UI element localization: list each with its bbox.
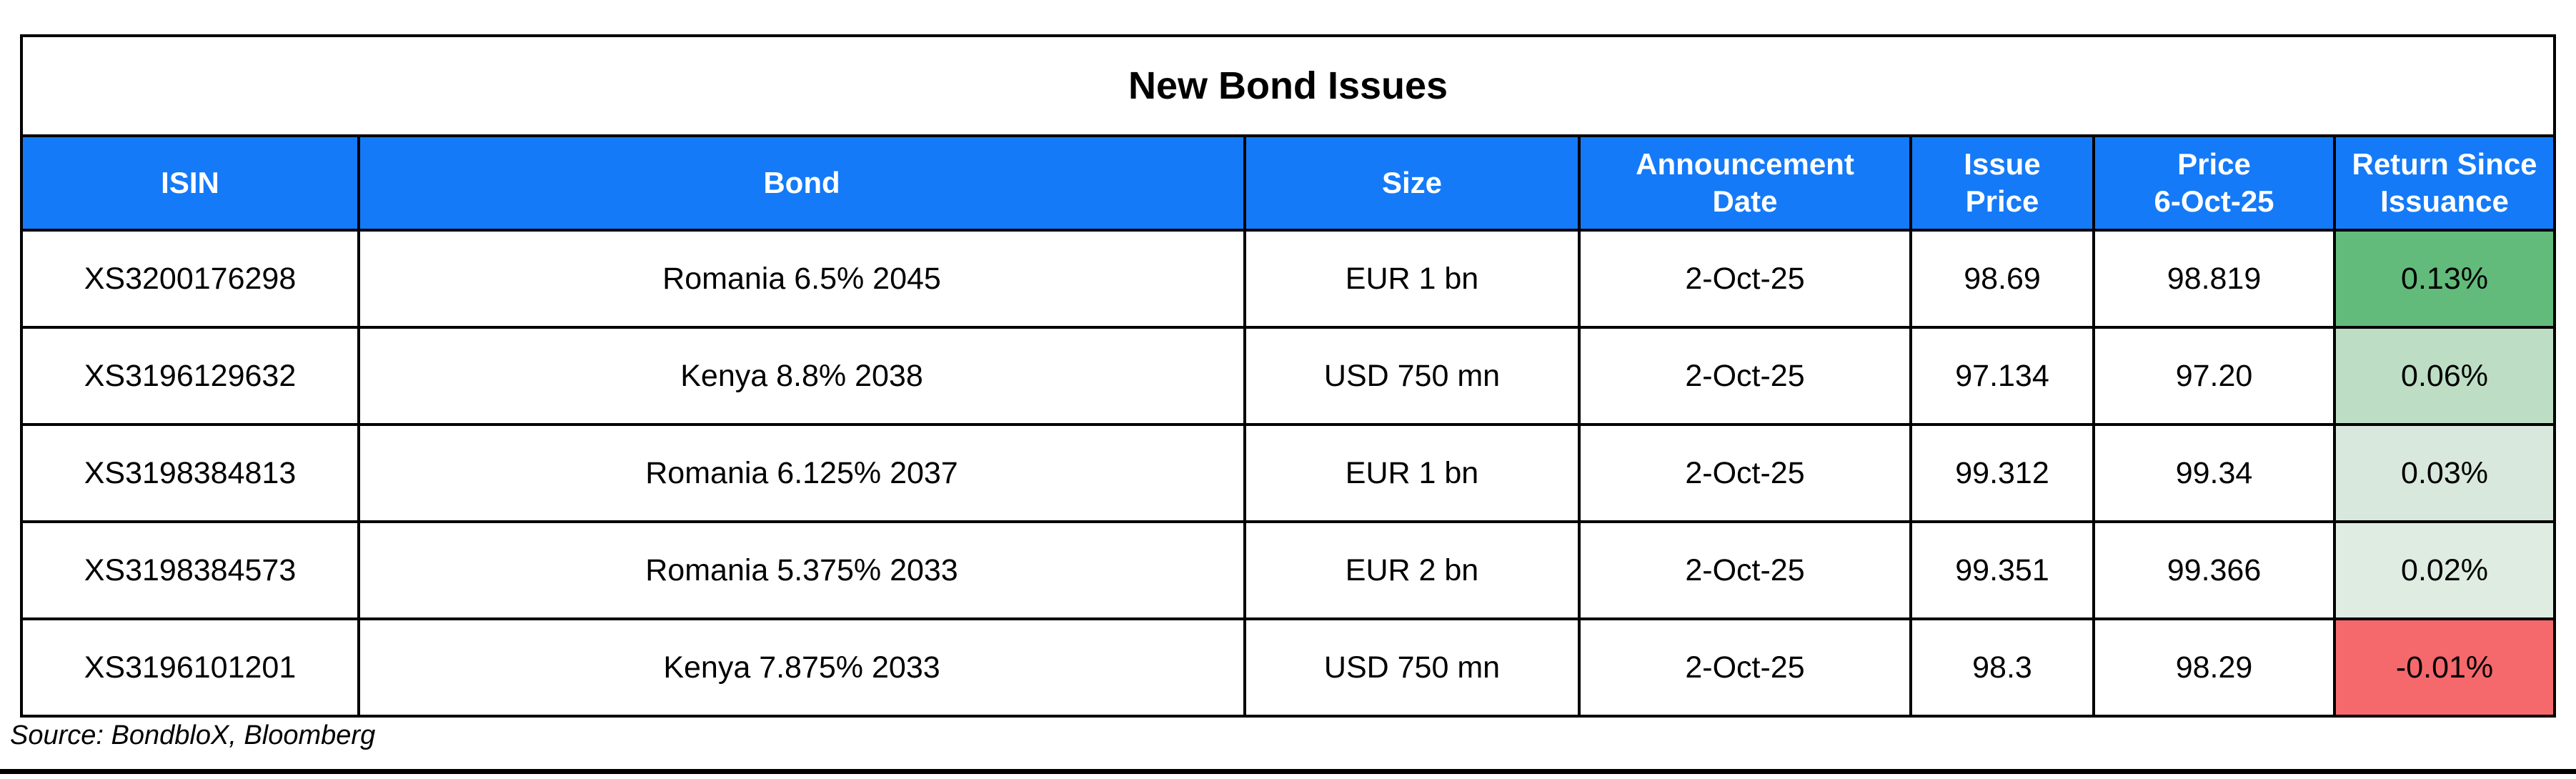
cell-price: 98.819 bbox=[2092, 229, 2336, 329]
table-row: XS3198384813 Romania 6.125% 2037 EUR 1 b… bbox=[20, 423, 2557, 523]
cell-issue-price: 99.312 bbox=[1909, 423, 2095, 523]
table-row: XS3198384573 Romania 5.375% 2033 EUR 2 b… bbox=[20, 520, 2557, 620]
header-cell-isin: ISIN bbox=[20, 134, 360, 232]
cell-price: 99.34 bbox=[2092, 423, 2336, 523]
cell-size: USD 750 mn bbox=[1243, 326, 1581, 426]
header-cell-issue-price: Issue Price bbox=[1909, 134, 2095, 232]
cell-isin: XS3198384573 bbox=[20, 520, 360, 620]
new-bond-issues-table: New Bond Issues ISIN Bond Size Announcem… bbox=[19, 34, 2557, 718]
table-row: XS3200176298 Romania 6.5% 2045 EUR 1 bn … bbox=[20, 229, 2557, 329]
cell-return-since-issuance: 0.06% bbox=[2332, 326, 2557, 426]
cell-issue-price: 99.351 bbox=[1909, 520, 2095, 620]
cell-announcement-date: 2-Oct-25 bbox=[1578, 326, 1912, 426]
cell-issue-price: 98.3 bbox=[1909, 617, 2095, 718]
cell-size: EUR 2 bn bbox=[1243, 520, 1581, 620]
header-cell-price: Price 6-Oct-25 bbox=[2092, 134, 2336, 232]
header-cell-return-since-issuance: Return Since Issuance bbox=[2332, 134, 2557, 232]
cell-bond: Kenya 8.8% 2038 bbox=[357, 326, 1246, 426]
cell-price: 99.366 bbox=[2092, 520, 2336, 620]
cell-bond: Romania 6.5% 2045 bbox=[357, 229, 1246, 329]
cell-announcement-date: 2-Oct-25 bbox=[1578, 423, 1912, 523]
table-title-row: New Bond Issues bbox=[19, 34, 2557, 137]
cell-price: 98.29 bbox=[2092, 617, 2336, 718]
cell-size: USD 750 mn bbox=[1243, 617, 1581, 718]
cell-return-since-issuance: -0.01% bbox=[2332, 617, 2557, 718]
header-cell-bond: Bond bbox=[357, 134, 1246, 232]
header-cell-announcement-date: Announcement Date bbox=[1578, 134, 1912, 232]
cell-isin: XS3196129632 bbox=[20, 326, 360, 426]
cell-issue-price: 98.69 bbox=[1909, 229, 2095, 329]
cell-bond: Romania 6.125% 2037 bbox=[357, 423, 1246, 523]
table-row: XS3196129632 Kenya 8.8% 2038 USD 750 mn … bbox=[20, 326, 2557, 426]
cell-isin: XS3196101201 bbox=[20, 617, 360, 718]
cell-announcement-date: 2-Oct-25 bbox=[1578, 229, 1912, 329]
table-title: New Bond Issues bbox=[19, 34, 2557, 137]
cell-isin: XS3200176298 bbox=[20, 229, 360, 329]
cell-size: EUR 1 bn bbox=[1243, 229, 1581, 329]
source-attribution: Source: BondbloX, Bloomberg bbox=[10, 720, 376, 750]
table-header-row: ISIN Bond Size Announcement Date Issue P… bbox=[20, 134, 2557, 232]
header-cell-size: Size bbox=[1243, 134, 1581, 232]
cell-announcement-date: 2-Oct-25 bbox=[1578, 617, 1912, 718]
cell-bond: Kenya 7.875% 2033 bbox=[357, 617, 1246, 718]
cell-return-since-issuance: 0.13% bbox=[2332, 229, 2557, 329]
cell-size: EUR 1 bn bbox=[1243, 423, 1581, 523]
cell-price: 97.20 bbox=[2092, 326, 2336, 426]
bottom-divider bbox=[0, 769, 2576, 774]
cell-bond: Romania 5.375% 2033 bbox=[357, 520, 1246, 620]
cell-announcement-date: 2-Oct-25 bbox=[1578, 520, 1912, 620]
cell-isin: XS3198384813 bbox=[20, 423, 360, 523]
table-row: XS3196101201 Kenya 7.875% 2033 USD 750 m… bbox=[20, 617, 2557, 718]
cell-return-since-issuance: 0.03% bbox=[2332, 423, 2557, 523]
cell-issue-price: 97.134 bbox=[1909, 326, 2095, 426]
cell-return-since-issuance: 0.02% bbox=[2332, 520, 2557, 620]
